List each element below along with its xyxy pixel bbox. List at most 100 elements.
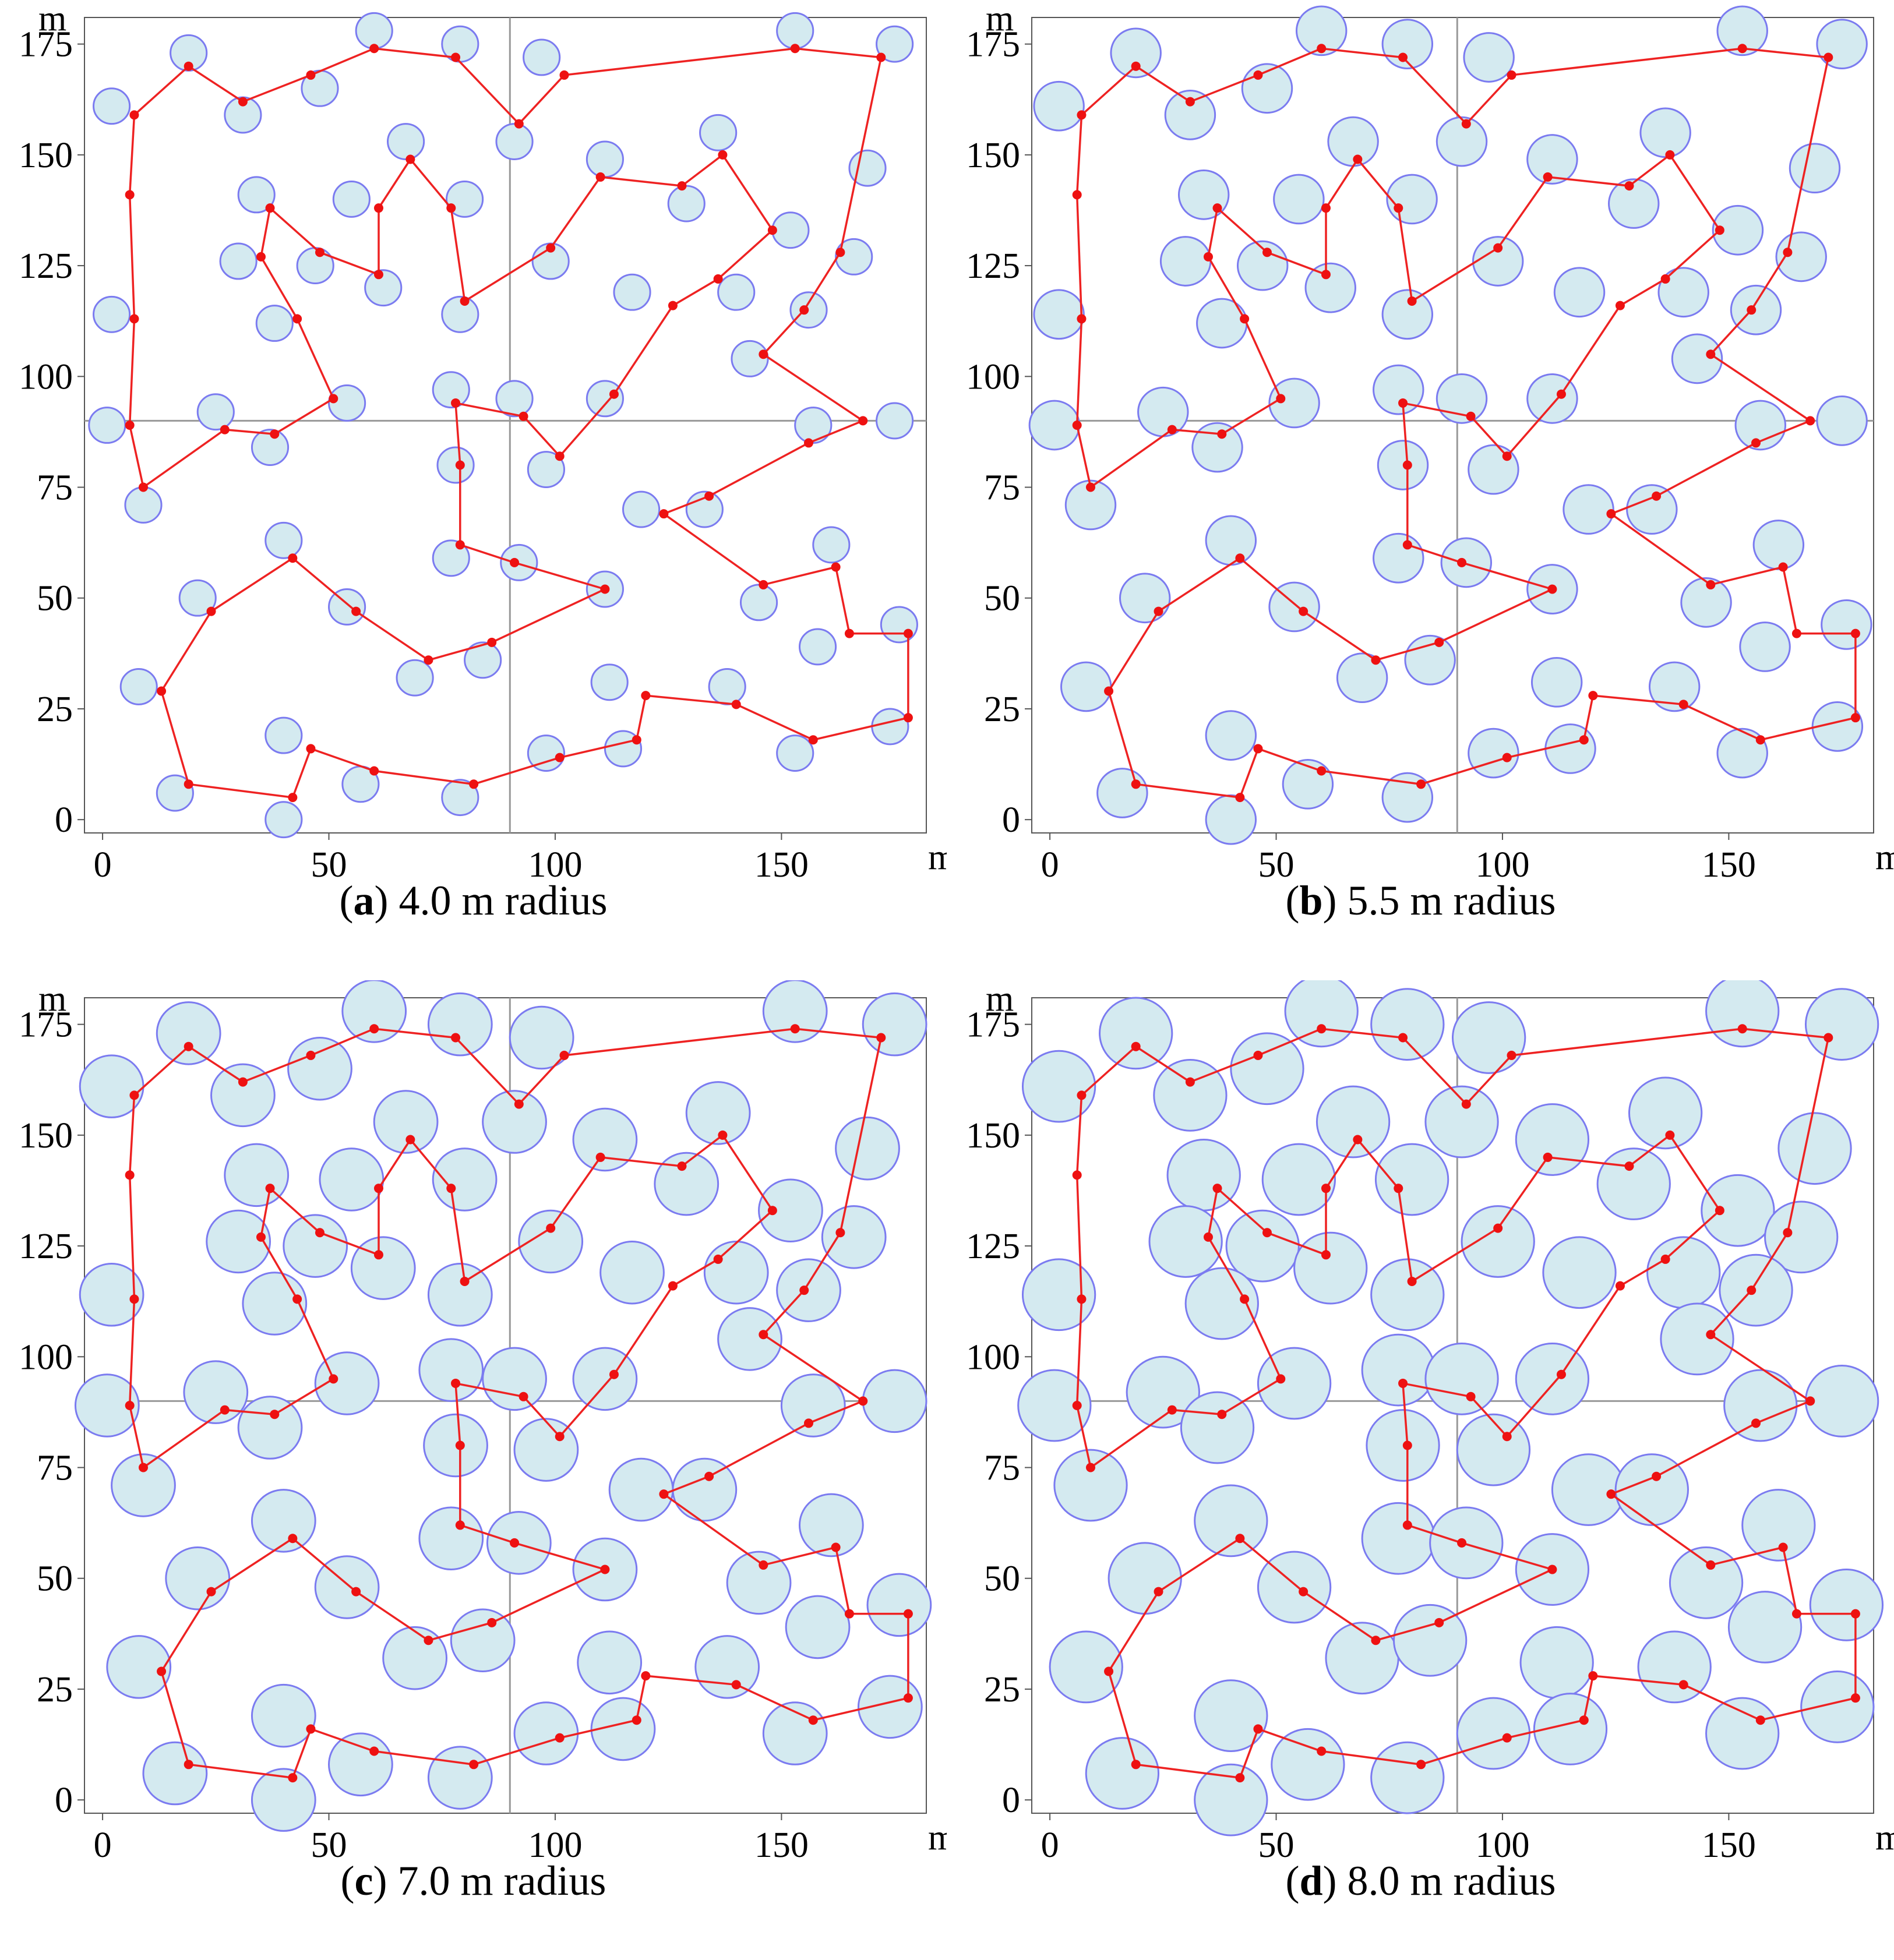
path-waypoint xyxy=(1262,248,1272,257)
path-waypoint xyxy=(659,509,669,519)
path-waypoint xyxy=(1606,509,1616,519)
y-tick-label: 50 xyxy=(37,1559,73,1599)
sensor-circle xyxy=(1108,1542,1182,1615)
x-tick-label: 0 xyxy=(1041,845,1059,885)
sensor-circle xyxy=(364,269,403,307)
path-waypoint xyxy=(129,314,139,324)
sensor-circle xyxy=(1544,723,1596,774)
path-waypoint xyxy=(288,1773,298,1783)
y-tick-label: 25 xyxy=(37,690,73,729)
sensor-circle xyxy=(876,402,914,440)
sensor-circle xyxy=(1196,298,1248,349)
y-tick-label: 50 xyxy=(984,1559,1020,1599)
sensor-circle xyxy=(332,181,371,218)
sensor-circle xyxy=(1716,728,1768,779)
path-waypoint xyxy=(835,248,845,257)
path-waypoint xyxy=(1543,1152,1553,1162)
path-waypoint xyxy=(858,1396,868,1406)
x-tick-label: 150 xyxy=(1702,845,1756,885)
sensor-circle xyxy=(1064,479,1117,531)
x-tick-label: 150 xyxy=(754,1825,809,1865)
sensor-circle xyxy=(876,25,914,63)
path-waypoint xyxy=(804,438,814,448)
path-waypoint xyxy=(767,1206,777,1216)
path-waypoint xyxy=(451,1033,461,1043)
y-tick-label: 25 xyxy=(984,690,1020,729)
sensor-circle xyxy=(699,114,738,151)
path-waypoint xyxy=(1321,270,1331,280)
path-waypoint xyxy=(1747,305,1757,315)
path-waypoint xyxy=(519,411,528,421)
caption-b: (b) 5.5 m radius xyxy=(1285,877,1556,924)
path-waypoint xyxy=(1457,557,1467,567)
sensor-circle xyxy=(1370,1741,1445,1814)
path-waypoint xyxy=(373,270,383,280)
sensor-circle xyxy=(685,1081,751,1145)
sensor-circle xyxy=(1614,1453,1689,1526)
sensor-circle xyxy=(1373,364,1424,415)
path-waypoint xyxy=(1706,580,1716,589)
sensor-circle xyxy=(1028,400,1081,451)
sensor-circle xyxy=(1816,395,1868,446)
sensor-circle xyxy=(1526,373,1578,424)
sensor-circle xyxy=(1608,178,1660,229)
y-tick-label: 150 xyxy=(966,1116,1020,1156)
path-waypoint xyxy=(455,1440,465,1450)
path-waypoint xyxy=(446,1184,456,1193)
path-waypoint xyxy=(315,1228,325,1238)
y-tick-label: 0 xyxy=(55,1781,73,1820)
x-unit-label: m xyxy=(928,838,947,877)
path-waypoint xyxy=(1624,1161,1634,1171)
sensor-circle xyxy=(1137,386,1189,437)
panel-d: 0 50 100 150 0 25 50 75 100 125 150 175 m m (d) 8.0 m… xyxy=(947,980,1894,1960)
sensor-circle xyxy=(251,1768,316,1832)
path-waypoint xyxy=(514,1099,524,1109)
sensor-circle xyxy=(1626,484,1678,535)
sensor-circle xyxy=(1752,520,1805,570)
sensor-circle xyxy=(1533,1693,1608,1765)
sensor-circle xyxy=(1639,107,1691,158)
path-waypoint xyxy=(731,700,741,709)
path-waypoint xyxy=(903,1693,913,1703)
path-waypoint xyxy=(1624,181,1634,191)
path-waypoint xyxy=(451,1378,461,1388)
path-waypoint xyxy=(306,744,316,754)
path-waypoint xyxy=(808,735,818,745)
y-tick-label: 100 xyxy=(966,357,1020,397)
path-waypoint xyxy=(184,1760,193,1770)
path-waypoint xyxy=(1660,1254,1670,1264)
path-waypoint xyxy=(157,686,167,696)
sensor-circle xyxy=(1637,1630,1712,1704)
sensor-circle xyxy=(251,1489,316,1553)
path-waypoint xyxy=(1299,1587,1308,1597)
path-waypoint xyxy=(595,172,605,182)
sensor-circle xyxy=(328,588,366,626)
sensor-circle xyxy=(1268,377,1320,429)
x-unit-label: m xyxy=(928,1818,947,1857)
path-waypoint xyxy=(1737,44,1747,54)
y-tick-label: 75 xyxy=(984,468,1020,508)
path-waypoint xyxy=(600,1565,610,1574)
path-waypoint xyxy=(1588,1671,1598,1681)
sensor-circle xyxy=(251,429,290,466)
sensor-circle xyxy=(812,526,851,564)
path-waypoint xyxy=(1706,1330,1716,1340)
path-waypoint xyxy=(1579,735,1589,745)
sensor-circle xyxy=(441,779,479,817)
path-waypoint xyxy=(288,1534,298,1544)
path-waypoint xyxy=(1131,1760,1141,1770)
path-waypoint xyxy=(292,314,302,324)
sensor-circle xyxy=(427,992,493,1057)
sensor-circle xyxy=(1194,1763,1268,1837)
sensor-circle xyxy=(264,716,303,754)
path-waypoint xyxy=(1606,1489,1616,1499)
y-tick-label: 150 xyxy=(19,1116,73,1156)
path-waypoint xyxy=(1461,1099,1471,1109)
sensor-circle xyxy=(1800,1671,1875,1743)
sensor-circle xyxy=(1515,1342,1590,1415)
path-waypoint xyxy=(1077,314,1087,324)
path-waypoint xyxy=(668,1281,678,1291)
path-waypoint xyxy=(876,52,886,62)
sensor-circle xyxy=(586,380,624,418)
sensor-circle xyxy=(1789,143,1841,194)
